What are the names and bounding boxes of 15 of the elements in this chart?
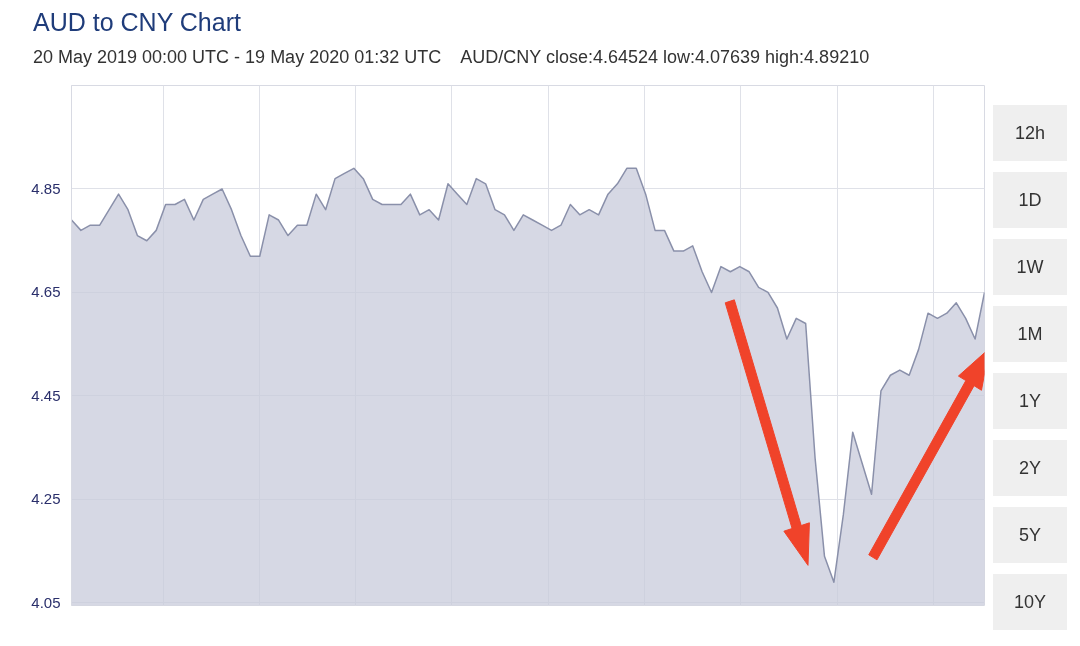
text: 1Y xyxy=(1018,390,1042,413)
text: 1W xyxy=(1016,256,1044,279)
y-tick-label: 4.05 xyxy=(31,593,61,611)
chart-title: AUD to CNY Chart xyxy=(33,7,241,38)
text: 1M xyxy=(1017,323,1043,346)
text: 5Y xyxy=(1018,524,1042,547)
y-tick-label: 4.25 xyxy=(31,490,61,508)
chart-subtitle: 20 May 2019 00:00 UTC - 19 May 2020 01:32 UTC AUD/CNY close:4.64524 low:4.07639 high:4.89210 xyxy=(33,46,870,69)
y-tick-label: 4.45 xyxy=(31,386,61,404)
text: 2Y xyxy=(1018,457,1042,480)
y-tick-label: 4.85 xyxy=(31,179,61,197)
text: 10Y xyxy=(1013,591,1047,614)
text: 12h xyxy=(1014,122,1046,145)
text: 1D xyxy=(1018,189,1042,212)
y-tick-label: 4.65 xyxy=(31,283,61,301)
